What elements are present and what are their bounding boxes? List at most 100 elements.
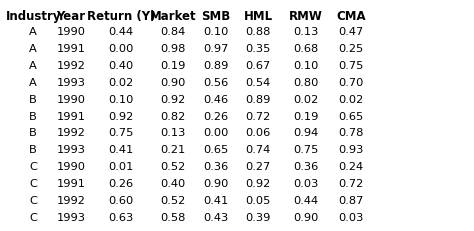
Text: 0.80: 0.80 (293, 78, 319, 88)
Text: C: C (29, 196, 37, 206)
Text: 0.26: 0.26 (203, 112, 228, 122)
Text: 0.65: 0.65 (203, 145, 228, 155)
Text: 0.52: 0.52 (160, 196, 186, 206)
Text: 0.46: 0.46 (203, 95, 228, 105)
Text: A: A (29, 78, 37, 88)
Text: B: B (29, 128, 37, 138)
Text: 0.78: 0.78 (338, 128, 364, 138)
Text: 1990: 1990 (56, 95, 86, 105)
Text: 1991: 1991 (56, 44, 86, 54)
Text: 0.84: 0.84 (160, 27, 186, 37)
Text: 0.24: 0.24 (338, 162, 364, 172)
Text: C: C (29, 179, 37, 189)
Text: 1993: 1993 (56, 78, 86, 88)
Text: 0.82: 0.82 (160, 112, 186, 122)
Text: 0.90: 0.90 (160, 78, 186, 88)
Text: 0.26: 0.26 (108, 179, 134, 189)
Text: 1992: 1992 (57, 196, 85, 206)
Text: 0.35: 0.35 (246, 44, 271, 54)
Text: 0.94: 0.94 (293, 128, 319, 138)
Text: A: A (29, 61, 37, 71)
Text: 0.21: 0.21 (160, 145, 186, 155)
Text: 0.03: 0.03 (293, 179, 319, 189)
Text: 0.02: 0.02 (108, 78, 134, 88)
Text: 1993: 1993 (56, 213, 86, 223)
Text: 0.90: 0.90 (203, 179, 228, 189)
Text: 0.92: 0.92 (108, 112, 134, 122)
Text: 0.27: 0.27 (246, 162, 271, 172)
Text: Year: Year (56, 10, 86, 23)
Text: A: A (29, 44, 37, 54)
Text: 1993: 1993 (56, 145, 86, 155)
Text: 0.06: 0.06 (246, 128, 271, 138)
Text: 0.19: 0.19 (160, 61, 186, 71)
Text: 0.40: 0.40 (160, 179, 186, 189)
Text: 1990: 1990 (56, 162, 86, 172)
Text: 0.44: 0.44 (293, 196, 319, 206)
Text: 0.36: 0.36 (203, 162, 228, 172)
Text: 0.01: 0.01 (108, 162, 134, 172)
Text: 0.02: 0.02 (293, 95, 319, 105)
Text: B: B (29, 145, 37, 155)
Text: 0.41: 0.41 (108, 145, 134, 155)
Text: 0.13: 0.13 (160, 128, 186, 138)
Text: 0.89: 0.89 (246, 95, 271, 105)
Text: 0.75: 0.75 (293, 145, 319, 155)
Text: CMA: CMA (336, 10, 365, 23)
Text: 0.25: 0.25 (338, 44, 364, 54)
Text: 0.92: 0.92 (160, 95, 186, 105)
Text: 1991: 1991 (56, 112, 86, 122)
Text: 0.88: 0.88 (246, 27, 271, 37)
Text: 0.00: 0.00 (203, 128, 228, 138)
Text: 0.47: 0.47 (338, 27, 364, 37)
Text: 0.10: 0.10 (293, 61, 319, 71)
Text: Market: Market (150, 10, 196, 23)
Text: A: A (29, 27, 37, 37)
Text: C: C (29, 162, 37, 172)
Text: 0.72: 0.72 (338, 179, 364, 189)
Text: 0.54: 0.54 (246, 78, 271, 88)
Text: 0.03: 0.03 (338, 213, 364, 223)
Text: 0.98: 0.98 (160, 44, 186, 54)
Text: 0.02: 0.02 (338, 95, 364, 105)
Text: HML: HML (244, 10, 273, 23)
Text: 0.00: 0.00 (108, 44, 134, 54)
Text: 0.52: 0.52 (160, 162, 186, 172)
Text: 0.58: 0.58 (160, 213, 186, 223)
Text: 1991: 1991 (56, 179, 86, 189)
Text: 0.41: 0.41 (203, 196, 228, 206)
Text: 0.72: 0.72 (246, 112, 271, 122)
Text: 0.87: 0.87 (338, 196, 364, 206)
Text: 0.36: 0.36 (293, 162, 319, 172)
Text: 0.65: 0.65 (338, 112, 364, 122)
Text: B: B (29, 112, 37, 122)
Text: 0.44: 0.44 (108, 27, 134, 37)
Text: 0.13: 0.13 (293, 27, 319, 37)
Text: 0.97: 0.97 (203, 44, 228, 54)
Text: 0.70: 0.70 (338, 78, 364, 88)
Text: RMW: RMW (289, 10, 323, 23)
Text: Return (Y): Return (Y) (87, 10, 155, 23)
Text: SMB: SMB (201, 10, 230, 23)
Text: 0.40: 0.40 (108, 61, 134, 71)
Text: 0.60: 0.60 (108, 196, 134, 206)
Text: 0.43: 0.43 (203, 213, 228, 223)
Text: 0.75: 0.75 (108, 128, 134, 138)
Text: 0.75: 0.75 (338, 61, 364, 71)
Text: 1990: 1990 (56, 27, 86, 37)
Text: 0.93: 0.93 (338, 145, 364, 155)
Text: 0.56: 0.56 (203, 78, 228, 88)
Text: Industry: Industry (5, 10, 61, 23)
Text: 0.05: 0.05 (246, 196, 271, 206)
Text: 0.92: 0.92 (246, 179, 271, 189)
Text: 0.19: 0.19 (293, 112, 319, 122)
Text: 0.67: 0.67 (246, 61, 271, 71)
Text: 1992: 1992 (57, 61, 85, 71)
Text: 0.10: 0.10 (108, 95, 134, 105)
Text: 0.10: 0.10 (203, 27, 228, 37)
Text: 0.74: 0.74 (246, 145, 271, 155)
Text: 0.68: 0.68 (293, 44, 319, 54)
Text: 0.63: 0.63 (108, 213, 134, 223)
Text: C: C (29, 213, 37, 223)
Text: 0.39: 0.39 (246, 213, 271, 223)
